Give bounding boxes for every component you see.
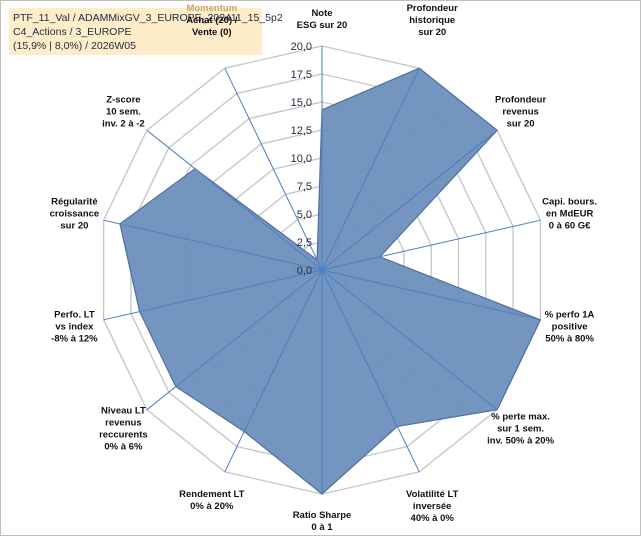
axis-label: % perfo 1A positive 50% à 80%: [545, 310, 595, 345]
axis-label-line: ESG sur 20: [297, 20, 348, 31]
axis-label-line: 0% à 6%: [104, 441, 143, 452]
axis-label-line: 40% à 0%: [411, 513, 455, 524]
axis-label-line: Note: [311, 8, 332, 19]
radar-tick-labels: 0,0 2,5 5,0 7,5 10,0 12,5 15,0 17,5 20,0: [291, 41, 312, 277]
axis-label-line: % perte max.: [491, 411, 550, 422]
axis-label-line: Ratio Sharpe: [293, 510, 352, 521]
tick-label: 17,5: [291, 69, 312, 81]
axis-label-line: Z-score: [106, 95, 140, 106]
axis-label-line: positive: [552, 322, 588, 333]
axis-spoke: [321, 219, 541, 271]
axis-label: Régularité croissance sur 20: [50, 197, 100, 232]
portfolio-info-box: PTF_11_Val / ADAMMixGV_3_EUROPE_202411_1…: [9, 8, 283, 55]
radar-spokes: [103, 46, 541, 494]
axis-label: Capi. bours. en MdEUR 0 à 60 G€: [542, 197, 597, 232]
axis-label-line: Vente (0): [192, 27, 232, 38]
axis-label-line: inv. 50% à 20%: [487, 435, 554, 446]
info-line-stats: (15,9% | 8,0%) / 2026W05: [13, 40, 136, 52]
axis-spoke: [321, 269, 541, 321]
axis-label-line: historique: [409, 15, 455, 26]
axis-label: Ratio Sharpe 0 à 1: [293, 510, 352, 533]
tick-label: 15,0: [291, 97, 312, 109]
axis-label-line: -8% à 12%: [51, 334, 98, 345]
axis-label-line: Achat (20) /: [186, 15, 238, 26]
axis-label: Profondeur historique sur 20: [407, 3, 458, 38]
axis-label-line: croissance: [50, 209, 100, 220]
axis-label-line: % perfo 1A: [545, 310, 595, 321]
axis-label-line: 0% à 20%: [190, 501, 234, 512]
axis-label-line: inv. 2 à -2: [102, 119, 145, 130]
axis-label: Rendement LT 0% à 20%: [179, 489, 244, 512]
axis-label-line: Régularité: [51, 197, 97, 208]
axis-label-line: sur 20: [507, 119, 535, 130]
axis-label-line: 0 à 1: [311, 522, 333, 533]
axis-spoke: [321, 67, 420, 271]
axis-label-line: sur 1 sem.: [497, 423, 544, 434]
axis-label-line: Momentum: [186, 3, 237, 14]
axis-label-line: Perfo. LT: [54, 310, 95, 321]
radar-series: [119, 67, 542, 495]
axis-label-line: en MdEUR: [546, 209, 594, 220]
axis-spoke: [103, 269, 323, 321]
axis-spoke: [146, 129, 323, 271]
axis-label: Note ESG sur 20: [297, 8, 348, 31]
axis-label: Volatilité LT inversée 40% à 0%: [406, 489, 459, 524]
axis-spoke: [321, 269, 498, 411]
series-area: [119, 67, 542, 495]
tick-label: 12,5: [291, 125, 312, 137]
axis-label-line: 10 sem.: [106, 107, 141, 118]
axis-label-line: sur 20: [418, 27, 446, 38]
axis-label-line: Volatilité LT: [406, 489, 459, 500]
axis-label-line: Capi. bours.: [542, 197, 597, 208]
tick-label: 0,0: [297, 265, 312, 277]
axis-label-line: sur 20: [60, 221, 88, 232]
tick-label: 10,0: [291, 153, 312, 165]
axis-label-line: vs index: [55, 322, 94, 333]
axis-label: % perte max. sur 1 sem. inv. 50% à 20%: [487, 411, 554, 446]
axis-label-line: 50% à 80%: [545, 334, 594, 345]
axis-label: Perfo. LT vs index -8% à 12%: [51, 310, 98, 345]
axis-label-line: 0 à 60 G€: [549, 221, 591, 232]
axis-spoke: [224, 67, 323, 271]
axis-spoke: [103, 219, 323, 271]
axis-spoke: [146, 269, 323, 411]
tick-label: 5,0: [297, 209, 312, 221]
info-line-category: C4_Actions / 3_EUROPE: [13, 26, 132, 38]
axis-label-line: Profondeur: [495, 95, 546, 106]
axis-label-line: Profondeur: [407, 3, 458, 14]
axis-label: Niveau LT revenus reccurents 0% à 6%: [99, 405, 148, 452]
axis-label: Momentum Achat (20) / Vente (0): [186, 3, 238, 38]
tick-label: 2,5: [297, 237, 312, 249]
axis-spoke: [224, 269, 323, 473]
axis-label: Profondeur revenus sur 20: [495, 95, 546, 130]
axis-spoke: [321, 129, 498, 271]
axis-label-line: Rendement LT: [179, 489, 244, 500]
axis-label-line: revenus: [502, 107, 538, 118]
axis-label: Z-score 10 sem. inv. 2 à -2: [102, 95, 145, 130]
tick-label: 20,0: [291, 41, 312, 53]
axis-label-line: inversée: [413, 501, 452, 512]
axis-label-line: revenus: [105, 417, 141, 428]
axis-label-line: Niveau LT: [101, 405, 146, 416]
tick-label: 7,5: [297, 181, 312, 193]
axis-spoke: [321, 269, 420, 473]
info-line-portfolio: PTF_11_Val / ADAMMixGV_3_EUROPE_202411_1…: [13, 12, 283, 24]
axis-label-line: reccurents: [99, 429, 148, 440]
